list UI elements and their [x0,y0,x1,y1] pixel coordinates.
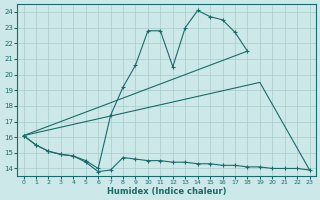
X-axis label: Humidex (Indice chaleur): Humidex (Indice chaleur) [107,187,226,196]
